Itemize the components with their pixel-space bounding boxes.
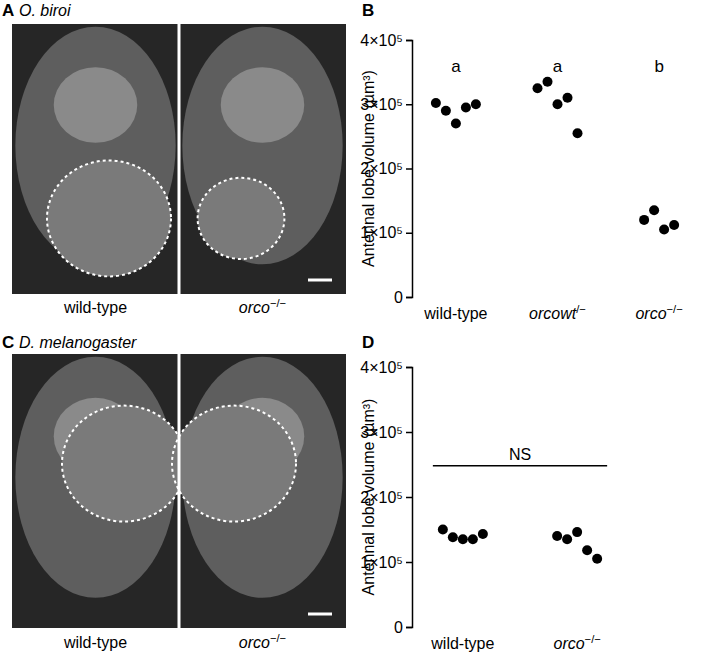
data-point bbox=[572, 527, 582, 537]
data-point bbox=[582, 545, 592, 555]
y-tick-mark bbox=[406, 40, 412, 42]
y-tick-mark bbox=[406, 627, 412, 629]
data-point bbox=[471, 99, 481, 109]
y-tick: 0 bbox=[394, 619, 412, 636]
x-tick-label: orco−/− bbox=[635, 303, 682, 322]
chart: B 01×10⁵2×10⁵3×10⁵4×10⁵Antennal lobe volu… bbox=[360, 1, 683, 322]
data-point bbox=[592, 554, 602, 564]
label-part: orco bbox=[239, 634, 270, 651]
x-tick-label: orco−/− bbox=[553, 633, 600, 652]
data-point bbox=[562, 534, 572, 544]
panel-letter: B bbox=[362, 1, 374, 20]
y-tick-label: 4×10⁵ bbox=[360, 32, 403, 49]
micrograph bbox=[12, 24, 346, 294]
divider bbox=[178, 354, 181, 628]
points bbox=[438, 525, 602, 564]
label-part: orco bbox=[635, 305, 666, 322]
significance-bar bbox=[433, 465, 607, 467]
y-tick-mark bbox=[406, 168, 412, 170]
significance-label: NS bbox=[509, 446, 531, 463]
y-axis-line bbox=[406, 41, 413, 298]
y-tick-mark bbox=[406, 104, 412, 106]
image-panel: C D. melanogaster wild-type orco−/− bbox=[2, 333, 346, 651]
data-point bbox=[669, 220, 679, 230]
panel-letter: C bbox=[2, 333, 14, 352]
x-tick-label: orcowt/− bbox=[529, 303, 586, 322]
y-axis-line bbox=[406, 368, 413, 628]
label-superscript: −/− bbox=[270, 297, 286, 309]
micrograph bbox=[12, 354, 346, 628]
y-axis: 01×10⁵2×10⁵3×10⁵4×10⁵ bbox=[360, 32, 412, 306]
significance-letter: a bbox=[553, 57, 563, 76]
genotype-label: wild-type bbox=[63, 634, 127, 651]
y-tick-mark bbox=[406, 562, 412, 564]
data-point bbox=[468, 534, 478, 544]
y-tick-mark bbox=[406, 367, 412, 369]
data-point bbox=[552, 531, 562, 541]
label-part: orco bbox=[553, 635, 584, 652]
data-point bbox=[431, 98, 441, 108]
y-tick: 4×10⁵ bbox=[360, 359, 412, 376]
panel-letter: D bbox=[362, 333, 374, 352]
antennal-lobe-outline bbox=[198, 178, 285, 259]
data-point bbox=[458, 534, 468, 544]
scale-bar bbox=[308, 613, 332, 616]
points bbox=[431, 77, 679, 235]
tissue bbox=[54, 67, 138, 143]
x-tick-label: wild-type bbox=[430, 635, 494, 652]
label-part: orcowt bbox=[529, 305, 577, 322]
y-tick-mark bbox=[406, 233, 412, 235]
y-axis-title: Antennal lobe volume (µm³) bbox=[360, 70, 377, 267]
data-point bbox=[438, 525, 448, 535]
data-point bbox=[573, 128, 583, 138]
data-point bbox=[461, 102, 471, 112]
image-panel: A O. biroi wild-type orco−/− bbox=[2, 1, 346, 316]
data-point bbox=[448, 532, 458, 542]
species-name: D. melanogaster bbox=[19, 334, 137, 351]
antennal-lobe-outline bbox=[172, 406, 296, 522]
genotype-label: wild-type bbox=[63, 299, 127, 316]
scale-bar bbox=[308, 279, 332, 282]
label-part: orco bbox=[239, 299, 270, 316]
label-superscript: /− bbox=[576, 303, 586, 315]
y-tick-mark bbox=[406, 297, 412, 299]
data-point bbox=[639, 215, 649, 225]
genotype-label: orco−/− bbox=[239, 297, 286, 316]
species-name: O. biroi bbox=[19, 2, 71, 19]
data-point bbox=[451, 119, 461, 129]
y-tick: 4×10⁵ bbox=[360, 32, 412, 49]
panel-letter: A bbox=[2, 1, 14, 20]
y-tick-mark bbox=[406, 432, 412, 434]
genotype-label: orco−/− bbox=[239, 632, 286, 651]
label-superscript: −/− bbox=[585, 633, 601, 645]
tissue bbox=[182, 27, 342, 265]
label-superscript: −/− bbox=[270, 632, 286, 644]
x-tick-label: wild-type bbox=[423, 305, 487, 322]
y-axis-title: Antennal lobe volume (µm³) bbox=[360, 399, 377, 596]
data-point bbox=[533, 83, 543, 93]
data-point bbox=[659, 225, 669, 235]
data-point bbox=[478, 529, 488, 539]
antennal-lobe-outline bbox=[47, 160, 171, 276]
significance-letter: b bbox=[654, 57, 663, 76]
y-tick-label: 0 bbox=[394, 289, 403, 306]
y-tick: 0 bbox=[394, 289, 412, 306]
y-axis: 01×10⁵2×10⁵3×10⁵4×10⁵ bbox=[360, 359, 412, 636]
data-point bbox=[563, 93, 573, 103]
significance-letter: a bbox=[451, 57, 461, 76]
y-tick-mark bbox=[406, 497, 412, 499]
label-superscript: −/− bbox=[667, 303, 683, 315]
y-tick-label: 0 bbox=[394, 619, 403, 636]
antennal-lobe-outline bbox=[62, 406, 186, 522]
data-point bbox=[553, 99, 563, 109]
data-point bbox=[543, 77, 553, 87]
tissue bbox=[221, 67, 305, 143]
figure: AO. biroiwild-typeorco−/−CD. melanogaste… bbox=[0, 0, 722, 657]
divider bbox=[178, 24, 181, 294]
data-point bbox=[441, 106, 451, 116]
chart: D 01×10⁵2×10⁵3×10⁵4×10⁵Antennal lobe volu… bbox=[360, 333, 607, 652]
y-tick-label: 4×10⁵ bbox=[360, 359, 403, 376]
data-point bbox=[649, 205, 659, 215]
